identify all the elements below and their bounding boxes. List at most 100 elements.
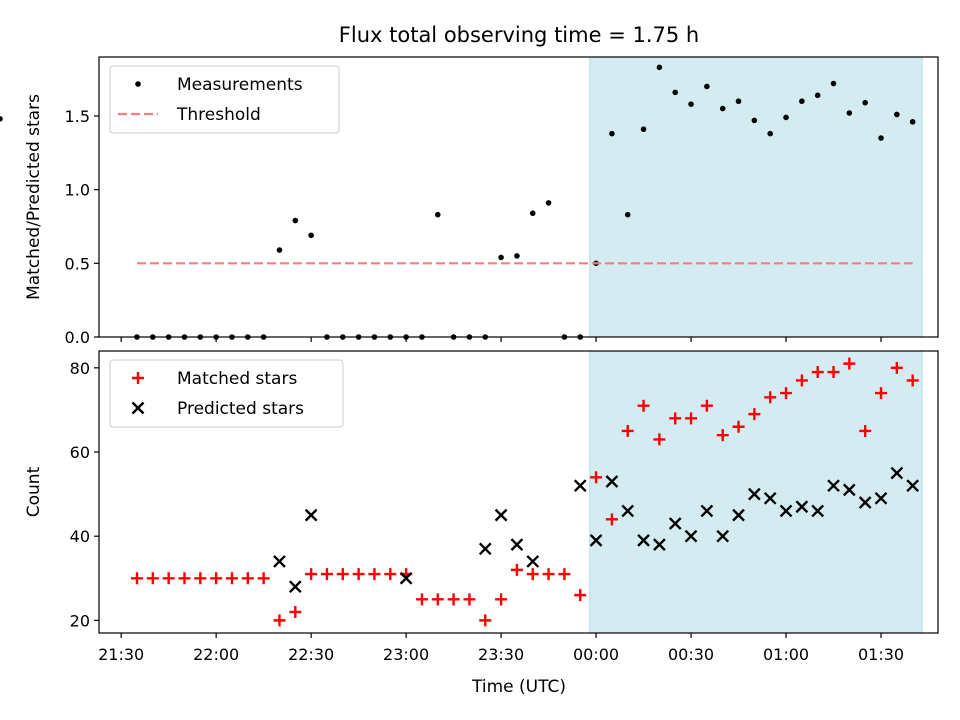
y-tick-label: 80 <box>70 359 90 378</box>
measurement-point <box>735 98 742 105</box>
predicted-star-point <box>273 555 286 568</box>
top-legend: Measurements Threshold <box>109 65 340 134</box>
matched-star-point <box>875 387 888 400</box>
top-x-ticks <box>120 337 882 342</box>
matched-star-point <box>447 593 460 606</box>
predicted-star-point <box>573 479 587 493</box>
y-tick-label: 0.0 <box>65 328 90 347</box>
matched-star-point <box>764 391 777 404</box>
predicted-star-point <box>811 504 825 518</box>
top-highlight-span <box>589 56 923 338</box>
measurement-point <box>878 135 884 141</box>
matched-star-point <box>479 614 492 627</box>
predicted-star-point <box>795 500 809 514</box>
predicted-star-point <box>684 529 698 543</box>
top-y-ticks: 0.0 0.5 1.0 1.5 <box>65 107 99 347</box>
y-tick-label: 1.0 <box>65 181 90 200</box>
predicted-star-point <box>874 491 888 505</box>
bottom-y-axis-label: Count <box>24 466 44 517</box>
matched-star-point <box>305 568 318 581</box>
bottom-axes-frame <box>98 350 939 634</box>
matched-star-point <box>130 572 143 585</box>
matched-star-point <box>336 568 349 581</box>
matched-star-point <box>178 572 191 585</box>
matched-star-point <box>827 366 840 379</box>
matched-star-point <box>669 412 682 425</box>
predicted-star-point <box>288 580 302 594</box>
measurement-point <box>894 111 900 118</box>
predicted-star-point <box>827 479 840 493</box>
matched-star-point <box>590 471 603 484</box>
measurement-point <box>624 211 631 218</box>
top-axes-frame <box>98 56 939 338</box>
measurement-point <box>814 92 821 99</box>
measurement-point <box>545 200 552 206</box>
measurement-point <box>672 89 679 96</box>
matched-star-point <box>510 563 523 576</box>
measurement-point <box>704 83 710 90</box>
measurement-point <box>656 64 663 71</box>
measurement-point <box>529 210 536 217</box>
predicted-star-point <box>478 542 492 556</box>
measurement-point <box>846 110 853 116</box>
predicted-star-point <box>890 466 904 480</box>
matched-star-point <box>241 572 254 585</box>
predicted-star-point <box>494 508 508 522</box>
matched-star-point <box>890 361 903 374</box>
predicted-star-point <box>763 491 777 505</box>
matched-star-point <box>257 572 270 585</box>
predicted-star-point <box>700 504 714 518</box>
x-tick-label: 23:00 <box>383 645 429 664</box>
predicted-star-point <box>399 571 413 585</box>
matched-star-point <box>780 387 793 400</box>
predicted-star-point <box>748 487 761 501</box>
measurement-point <box>862 99 868 106</box>
legend-label: Measurements <box>177 75 303 95</box>
matched-star-point <box>732 420 745 433</box>
measurement-point <box>830 80 837 87</box>
predicted-star-point <box>605 475 619 488</box>
legend-label: Matched stars <box>177 369 297 389</box>
bottom-x-ticks: 21:30 22:00 22:30 23:00 23:30 00:00 00:30 01:00… <box>98 633 904 664</box>
x-tick-label: 22:00 <box>193 645 239 664</box>
matched-star-point <box>621 424 634 437</box>
bottom-plot-area <box>130 357 920 627</box>
predicted-star-point <box>510 538 524 551</box>
matched-star-point <box>431 593 444 606</box>
matched-star-point <box>574 589 587 602</box>
measurement-point <box>640 126 647 133</box>
measurement-point <box>719 105 726 112</box>
matched-star-point <box>526 568 539 581</box>
x-tick-label: 00:30 <box>668 645 714 664</box>
matched-star-point <box>542 568 555 581</box>
matched-star-point <box>146 572 159 585</box>
x-axis-label: Time (UTC) <box>471 677 566 697</box>
legend-box <box>109 359 344 428</box>
matched-star-point <box>795 374 808 387</box>
legend-marker-swatch <box>135 81 141 87</box>
matched-star-point <box>748 408 761 421</box>
measurement-point <box>909 119 916 125</box>
chart-title: Flux total observing time = 1.75 h <box>339 23 699 47</box>
measurement-point <box>783 114 789 121</box>
predicted-star-point <box>858 496 872 509</box>
matched-star-point <box>352 568 365 581</box>
matched-star-point <box>384 568 397 581</box>
matched-star-point <box>495 593 508 606</box>
legend-marker-swatch <box>132 372 144 384</box>
matched-star-point <box>368 568 381 581</box>
predicted-star-point <box>779 504 793 518</box>
predicted-star-point <box>716 529 730 543</box>
x-tick-label: 00:00 <box>573 645 619 664</box>
matched-star-point <box>637 399 650 412</box>
x-tick-label: 01:00 <box>763 645 809 664</box>
predicted-star-point <box>621 504 635 518</box>
matched-star-point <box>605 513 618 526</box>
matched-star-point <box>194 572 207 585</box>
bottom-panel-counts: 20 40 60 80 21:30 22:00 22:30 23:00 23:30 00:00 0… <box>24 350 939 664</box>
matched-star-point <box>225 572 238 585</box>
bottom-y-ticks: 20 40 60 80 <box>70 359 99 630</box>
matched-star-point <box>558 568 571 581</box>
y-tick-label: 0.5 <box>65 254 90 273</box>
